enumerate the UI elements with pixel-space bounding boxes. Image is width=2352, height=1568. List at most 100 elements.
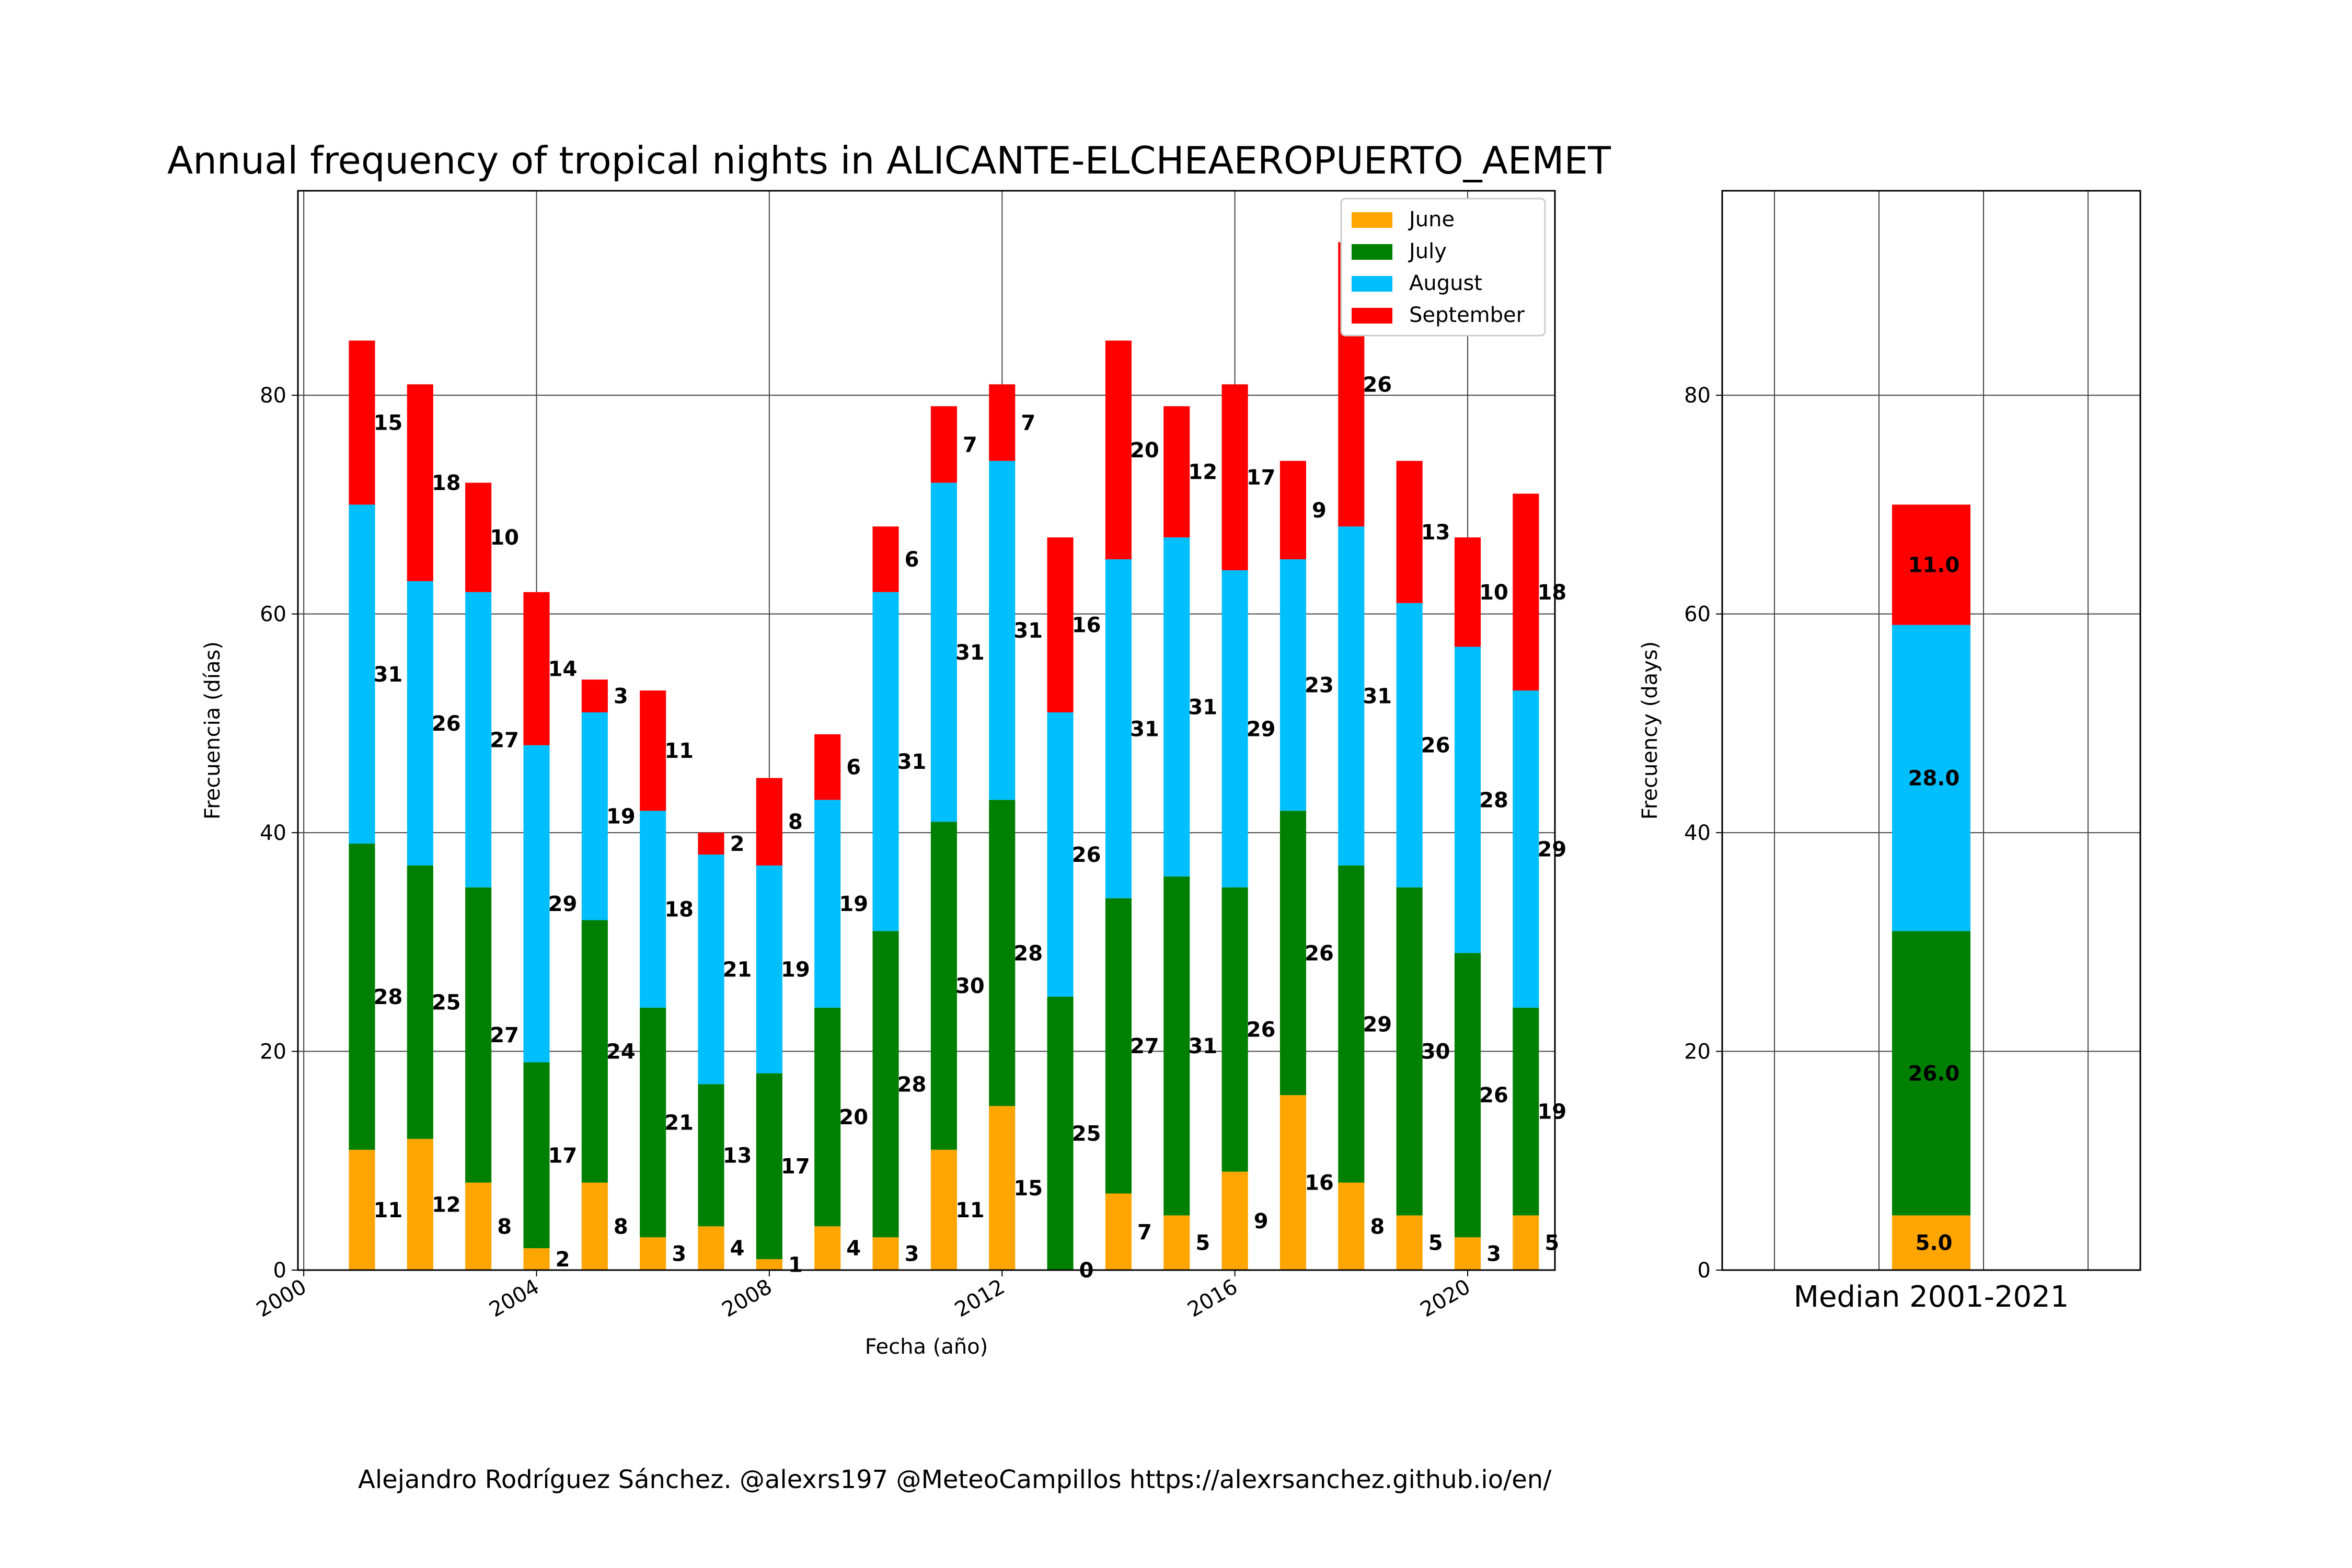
bar-july-2009	[814, 1007, 841, 1227]
bar-june-2017	[1279, 1095, 1307, 1270]
bar-september-2016	[1221, 384, 1248, 570]
data-label-july-2014: 27	[1130, 1034, 1159, 1058]
bar-august-2015	[1163, 537, 1190, 877]
legend-label-june: June	[1408, 207, 1455, 232]
median-y-tick-label: 40	[1684, 821, 1711, 845]
legend-swatch-july	[1352, 244, 1392, 260]
data-label-august-2012: 31	[1013, 619, 1043, 643]
y-tick-label: 40	[260, 821, 286, 845]
bar-august-2014	[1105, 559, 1132, 898]
legend: June July August September	[1340, 198, 1546, 337]
bar-august-2006	[640, 811, 666, 1008]
bar-august-2020	[1454, 647, 1481, 953]
data-label-september-2017: 9	[1312, 499, 1327, 523]
bar-july-2013	[1047, 996, 1074, 1270]
data-label-june-2010: 3	[905, 1242, 919, 1266]
data-label-july-2004: 17	[548, 1144, 578, 1168]
bar-june-2020	[1454, 1237, 1481, 1270]
data-label-june-2004: 2	[556, 1248, 570, 1272]
data-label-august-2001: 31	[374, 663, 403, 687]
bar-august-2007	[698, 854, 724, 1085]
legend-swatch-august	[1352, 276, 1392, 292]
data-label-august-2008: 19	[781, 958, 810, 982]
bar-june-2003	[465, 1182, 492, 1270]
median-bar-july	[1892, 931, 1970, 1216]
bar-september-2009	[814, 734, 841, 800]
data-label-june-2007: 4	[730, 1237, 745, 1261]
bar-june-2015	[1163, 1215, 1190, 1270]
data-label-june-2017: 16	[1305, 1171, 1334, 1195]
data-label-july-2020: 26	[1479, 1083, 1508, 1108]
bar-september-2002	[407, 384, 433, 581]
bar-september-2015	[1163, 406, 1190, 538]
data-label-september-2006: 11	[664, 739, 694, 763]
bar-september-2007	[698, 833, 724, 855]
bar-june-2005	[581, 1182, 608, 1270]
bar-july-2004	[523, 1062, 550, 1249]
x-tick-label: 2016	[1183, 1275, 1241, 1322]
bar-august-2018	[1338, 526, 1365, 866]
bar-june-2001	[349, 1149, 375, 1270]
bar-july-2006	[640, 1007, 666, 1238]
data-label-september-2007: 2	[730, 832, 745, 856]
data-label-june-2014: 7	[1137, 1220, 1152, 1244]
data-label-july-2008: 17	[781, 1155, 810, 1179]
legend-label-july: July	[1408, 239, 1447, 263]
bar-july-2018	[1338, 865, 1365, 1183]
median-y-tick-label: 0	[1698, 1259, 1711, 1283]
data-label-july-2021: 19	[1537, 1100, 1566, 1124]
data-label-july-2013: 25	[1072, 1122, 1101, 1146]
median-label-july: 26.0	[1908, 1062, 1960, 1086]
bar-september-2020	[1454, 537, 1481, 647]
bar-august-2011	[930, 482, 957, 822]
bar-june-2006	[640, 1237, 666, 1270]
data-label-june-2011: 11	[955, 1198, 985, 1223]
bar-august-2010	[872, 592, 899, 931]
data-label-july-2007: 13	[723, 1144, 752, 1168]
data-label-september-2001: 15	[374, 411, 403, 435]
data-label-august-2015: 31	[1188, 696, 1217, 720]
legend-box	[1340, 198, 1546, 337]
data-label-july-2011: 30	[955, 974, 985, 998]
y-tick-label: 80	[260, 384, 286, 408]
bar-july-2019	[1396, 887, 1423, 1216]
legend-label-september: September	[1409, 303, 1525, 327]
bar-august-2008	[756, 865, 782, 1074]
data-label-july-2017: 26	[1305, 941, 1334, 965]
bar-september-2008	[756, 778, 782, 866]
bar-july-2003	[465, 887, 492, 1183]
data-label-june-2006: 3	[672, 1242, 686, 1266]
data-label-june-2016: 9	[1254, 1209, 1269, 1233]
data-label-july-2016: 26	[1247, 1018, 1276, 1042]
data-label-july-2006: 21	[664, 1111, 694, 1135]
bar-june-2002	[407, 1138, 433, 1270]
data-label-september-2013: 16	[1072, 614, 1101, 638]
data-label-august-2010: 31	[897, 750, 927, 774]
data-label-june-2009: 4	[846, 1237, 861, 1261]
bar-september-2014	[1105, 340, 1132, 560]
bar-september-2004	[523, 592, 550, 745]
data-label-august-2002: 26	[432, 712, 461, 736]
bar-july-2007	[698, 1084, 724, 1227]
bar-august-2021	[1513, 690, 1539, 1008]
median-plot-frame	[1721, 190, 2141, 1271]
bar-september-2021	[1513, 493, 1539, 691]
y-tick-label: 60	[260, 603, 286, 627]
median-ticks: 0 20 40 60 80	[1684, 384, 1722, 1283]
data-label-june-2020: 3	[1486, 1242, 1501, 1266]
data-label-july-2015: 31	[1188, 1034, 1217, 1058]
data-label-august-2014: 31	[1130, 717, 1159, 741]
bar-july-2021	[1513, 1007, 1539, 1216]
bar-september-2010	[872, 526, 899, 592]
bar-july-2001	[349, 844, 375, 1150]
bar-june-2004	[523, 1248, 550, 1270]
data-label-september-2010: 6	[905, 548, 919, 572]
data-label-september-2018: 26	[1363, 373, 1392, 397]
bar-june-2018	[1338, 1182, 1365, 1270]
bar-september-2013	[1047, 537, 1074, 712]
data-label-june-2021: 5	[1544, 1231, 1559, 1255]
bar-june-2009	[814, 1226, 841, 1270]
bar-june-2021	[1513, 1215, 1539, 1270]
footer-credit: Alejandro Rodríguez Sánchez. @alexrs197 …	[358, 1465, 1552, 1494]
